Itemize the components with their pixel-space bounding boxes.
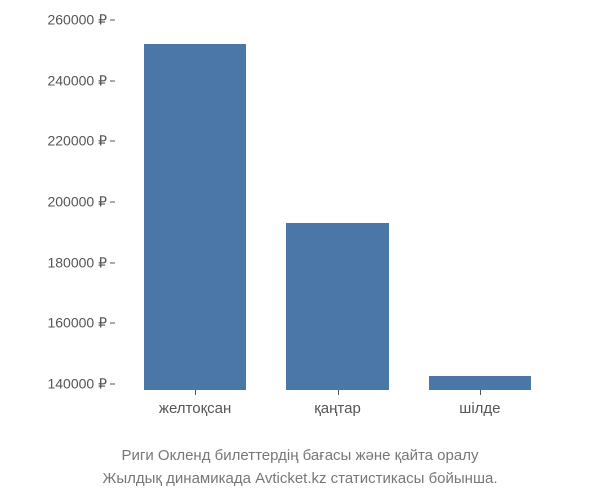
x-tick-mark	[338, 390, 339, 395]
y-tick-label: 160000 ₽	[47, 315, 107, 332]
plot-area	[115, 20, 560, 390]
x-tick-mark	[195, 390, 196, 395]
chart-caption: Риги Окленд билеттердің бағасы және қайт…	[0, 445, 600, 490]
y-tick-label: 240000 ₽	[47, 72, 107, 89]
x-tick-label: шілде	[459, 400, 500, 417]
bar	[429, 376, 531, 390]
x-axis: желтоқсан қаңтар шілде	[115, 395, 560, 425]
x-tick-mark	[480, 390, 481, 395]
chart-container: 140000 ₽ 160000 ₽ 180000 ₽ 200000 ₽ 220000 ₽…	[20, 10, 580, 450]
bar	[286, 223, 388, 390]
x-tick-label: қаңтар	[314, 400, 361, 417]
y-tick-label: 220000 ₽	[47, 133, 107, 150]
x-tick-label: желтоқсан	[159, 400, 231, 417]
bar	[144, 44, 246, 390]
y-tick-label: 200000 ₽	[47, 193, 107, 210]
caption-line-1: Риги Окленд билеттердің бағасы және қайт…	[0, 445, 600, 468]
y-tick-label: 180000 ₽	[47, 254, 107, 271]
caption-line-2: Жылдық динамикада Avticket.kz статистика…	[0, 468, 600, 491]
y-tick-label: 140000 ₽	[47, 375, 107, 392]
y-axis: 140000 ₽ 160000 ₽ 180000 ₽ 200000 ₽ 220000 ₽…	[20, 20, 115, 390]
y-tick-label: 260000 ₽	[47, 12, 107, 29]
